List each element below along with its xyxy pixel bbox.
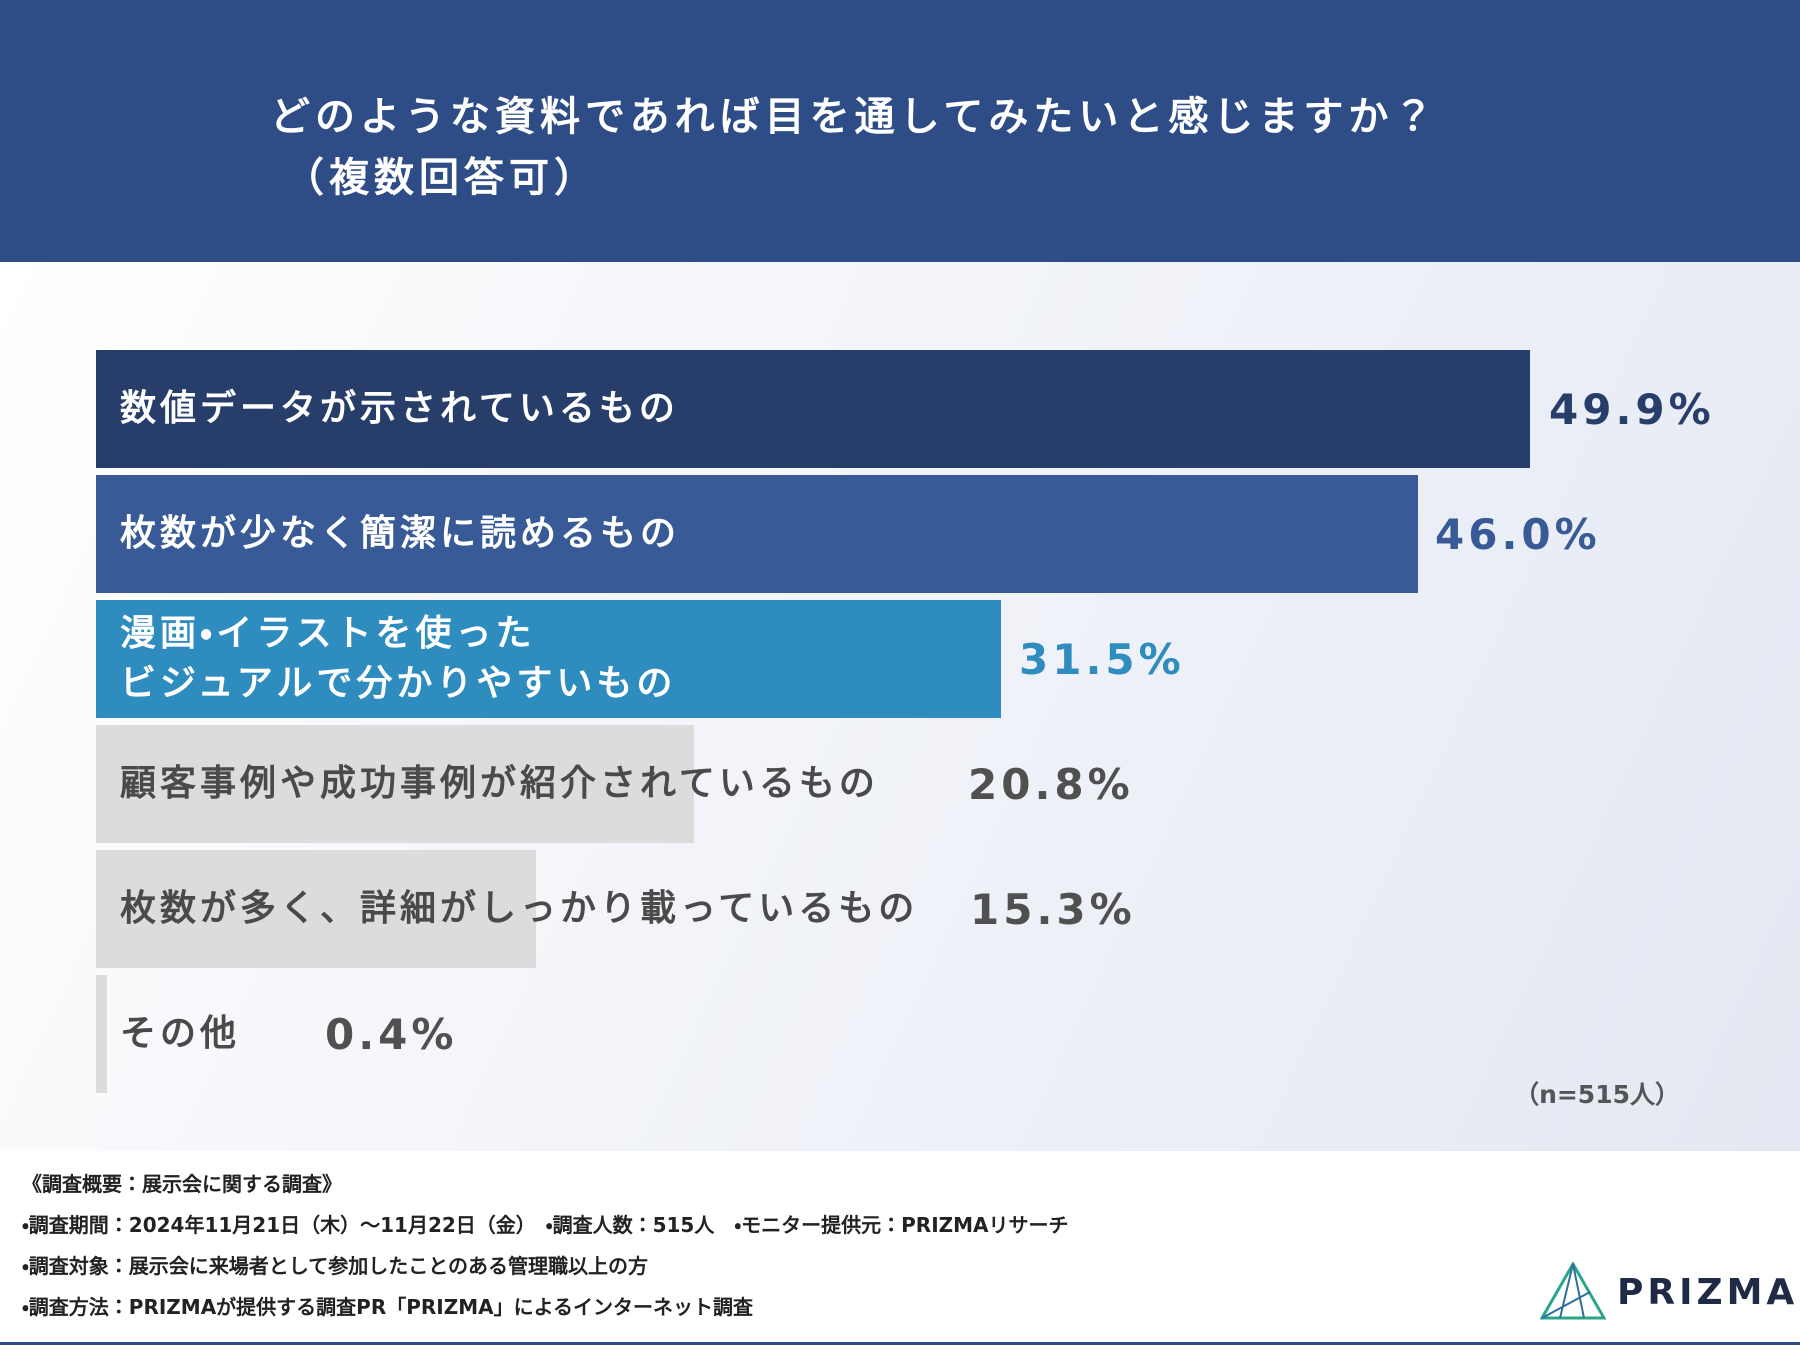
value-label: 0.4%	[325, 1009, 458, 1059]
category-label: 数値データが示されているもの	[120, 387, 679, 429]
bar	[96, 725, 694, 843]
logo-icon	[1540, 1262, 1606, 1320]
category-label: 枚数が少なく簡潔に読めるもの	[120, 512, 681, 554]
value-label: 49.9%	[1549, 384, 1715, 434]
footer-line: 《調査概要：展示会に関する調査》	[22, 1172, 342, 1196]
bar	[96, 475, 1419, 593]
value-label: 31.5%	[1019, 634, 1185, 684]
footer-rule	[0, 1342, 1800, 1345]
sample-note: （n=515人）	[1514, 1080, 1680, 1109]
category-label: 漫画・イラストを使った ビジュアルで分かりやすいもの	[120, 612, 677, 704]
value-label: 20.8%	[968, 759, 1134, 809]
bar	[96, 850, 536, 968]
footer-line: ・調査対象：展示会に来場者として参加したことのある管理職以上の方	[22, 1254, 648, 1278]
bar	[96, 975, 108, 1093]
bar	[96, 350, 1531, 468]
footer-line: ・調査方法：PRIZMAが提供する調査PR「PRIZMA」によるインターネット調…	[22, 1295, 754, 1319]
bar	[96, 600, 1002, 718]
value-label: 15.3%	[970, 884, 1136, 934]
chart-subtitle: （複数回答可）	[284, 155, 599, 201]
header: どのような資料であれば目を通してみたいと感じますか？ （複数回答可）	[0, 0, 1800, 262]
chart-title: どのような資料であれば目を通してみたいと感じますか？	[270, 94, 1439, 140]
logo-text: PRIZMA	[1617, 1272, 1799, 1313]
footer-line: ・調査期間：2024年11月21日（木）〜11月22日（金） ・調査人数：515…	[22, 1213, 1069, 1237]
value-label: 46.0%	[1435, 509, 1601, 559]
category-label: 枚数が多く、詳細がしっかり載っているもの	[120, 887, 919, 929]
category-label: その他	[120, 1012, 241, 1054]
category-label: 顧客事例や成功事例が紹介されているもの	[120, 762, 879, 804]
